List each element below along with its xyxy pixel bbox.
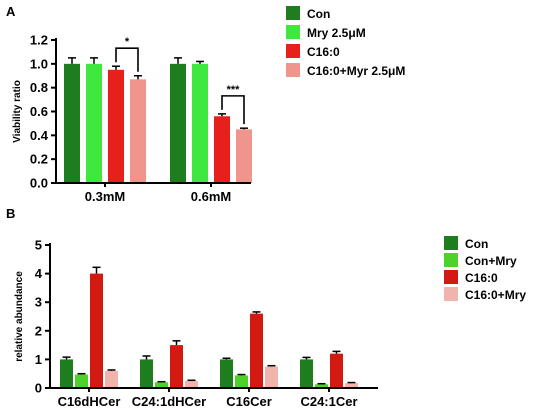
y-tick-label: 1: [35, 352, 42, 367]
bar-c16-0-mry-c24-1dhcer: [185, 380, 198, 388]
y-tick-label: 0: [35, 381, 42, 396]
bar-c16-0-c16dhcer: [90, 273, 103, 388]
bar-c16-0-c16cer: [250, 313, 263, 388]
y-tick-label: 4: [35, 266, 43, 281]
bar-con-c24-1cer: [300, 359, 313, 388]
legend-label: C16:0: [465, 271, 498, 285]
x-tick-label: 0.3mM: [85, 189, 125, 204]
x-tick-label: C24:1dHCer: [132, 394, 206, 409]
y-tick-label: 0.8: [30, 80, 48, 95]
legend-label: C16:0: [307, 45, 340, 59]
bar-con-0-6mm: [170, 63, 186, 184]
y-tick-label: 5: [35, 238, 42, 253]
bar-c16-0-c24-1cer: [330, 353, 343, 388]
bar-mry-2-5-m-0-3mm: [86, 63, 102, 184]
legend-swatch: [444, 253, 458, 267]
y-tick-label: 0.2: [30, 152, 48, 167]
legend-swatch: [286, 6, 300, 20]
significance-label: ***: [227, 84, 241, 96]
bar-con-c16cer: [220, 359, 233, 388]
y-tick-label: 2: [35, 323, 42, 338]
legend-label: Con+Mry: [465, 254, 517, 268]
bar-c16-0-c24-1dhcer: [170, 345, 183, 388]
x-tick-label: C16Cer: [226, 394, 272, 409]
significance-label: *: [125, 36, 130, 48]
significance-bracket: [115, 47, 139, 72]
bar-con-mry-c24-1cer: [315, 384, 328, 388]
legend-swatch: [444, 236, 458, 250]
y-tick-label: 3: [35, 295, 42, 310]
bar-c16-0-0-3mm: [108, 69, 124, 183]
chart-a: 0.0 0.2 0.4 0.6 0.8 1.0 1.2 Viability ratio 0.3m…: [12, 6, 405, 204]
bar-con-mry-c16dhcer: [75, 374, 88, 388]
bar-con-mry-c24-1dhcer: [155, 382, 168, 388]
bar-con-c16dhcer: [60, 359, 73, 388]
bar-c16-0-mry-c16dhcer: [105, 370, 118, 388]
bar-mry-2-5-m-0-6mm: [192, 63, 208, 184]
y-tick-label: 0.0: [30, 176, 48, 191]
bar-c16-0-mry-c16cer: [265, 366, 278, 388]
y-tick-label: 1.0: [30, 56, 48, 71]
y-tick-label: 1.2: [30, 33, 48, 48]
legend-label: Mry 2.5μM: [307, 26, 366, 40]
legend-swatch: [444, 270, 458, 284]
bar-con-mry-c16cer: [235, 375, 248, 388]
x-tick-label: 0.6mM: [191, 189, 231, 204]
legend-label: Con: [307, 7, 330, 21]
panel-label-a: A: [6, 4, 16, 19]
bar-con-0-3mm: [64, 63, 80, 184]
legend-label: C16:0+Myr 2.5μM: [307, 64, 405, 78]
x-tick-label: C16dHCer: [58, 394, 121, 409]
significance-bracket: [221, 95, 245, 125]
bar-c16-0-mry-c24-1cer: [345, 383, 358, 388]
bar-c16-0-myr-2-5-m-0-6mm: [236, 129, 252, 183]
y-tick-label: 0.6: [30, 104, 48, 119]
legend-swatch: [286, 25, 300, 39]
y-axis-label: Viability ratio: [12, 80, 23, 143]
legend-label: Con: [465, 237, 488, 251]
y-tick-label: 0.4: [30, 128, 49, 143]
legend-swatch: [444, 287, 458, 301]
x-tick-label: C24:1Cer: [300, 394, 357, 409]
bar-c16-0-myr-2-5-m-0-3mm: [130, 79, 146, 183]
bar-con-c24-1dhcer: [140, 359, 153, 388]
chart-b: 0 1 2 3 4 5 relative abundance C16dHCer C24:1dHC…: [14, 236, 526, 409]
legend-label: C16:0+Mry: [465, 288, 526, 302]
panel-label-b: B: [6, 206, 15, 221]
bar-c16-0-0-6mm: [214, 116, 230, 183]
y-axis-label: relative abundance: [14, 271, 25, 362]
legend-swatch: [286, 44, 300, 58]
legend-swatch: [286, 63, 300, 77]
